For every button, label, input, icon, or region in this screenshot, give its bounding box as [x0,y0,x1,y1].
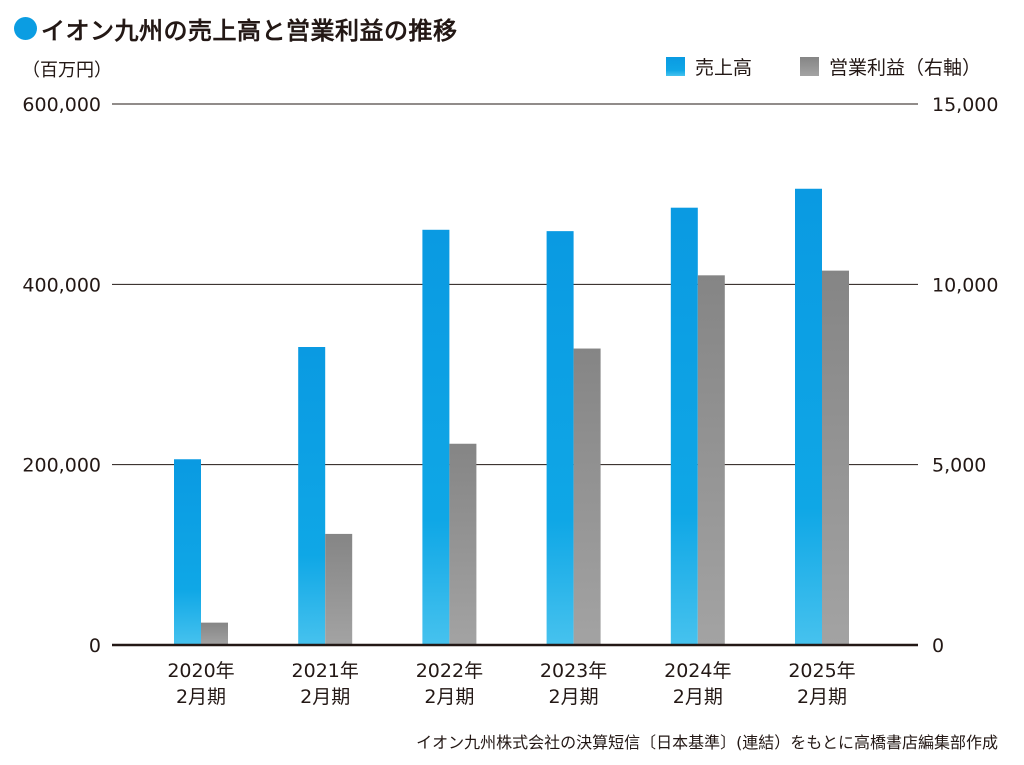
x-axis-tick-label: 2月期 [797,686,847,708]
gridlines [112,103,918,466]
right-axis: 0 5,000 10,000 15,000 [932,94,998,657]
legend-swatch-operating-profit [800,57,819,76]
bar-sales-3 [546,231,574,645]
x-axis-tick-label: 2021年 [292,660,359,682]
chart-title: イオン九州の売上高と営業利益の推移 [41,16,458,45]
x-axis-tick-label: 2022年 [416,660,483,682]
source-note: イオン九州株式会社の決算短信〔日本基準〕(連結）をもとに高橋書店編集部作成 [416,733,998,752]
bar-sales-1 [298,346,326,645]
right-axis-tick-label: 0 [932,635,944,657]
bar-sales-2 [422,229,450,645]
bar-operating-profit-2 [449,443,477,645]
x-axis-tick-label: 2023年 [540,660,607,682]
left-axis-unit-label: （百万円） [22,60,112,81]
bar-operating-profit-0 [201,622,228,645]
left-axis-tick-label: 0 [89,635,101,657]
bar-sales-4 [670,207,698,646]
x-axis-tick-label: 2025年 [788,660,855,682]
x-axis-tick-label: 2月期 [549,686,599,708]
x-axis: 2020年 2月期 2021年 2月期 2022年 2月期 2023年 2月期 2024年 2月期… [167,660,855,708]
left-axis: 0 200,000 400,000 600,000 [22,94,101,657]
x-axis-tick-label: 2020年 [167,660,234,682]
legend-label-sales: 売上高 [695,57,752,79]
title-bullet-icon [14,16,37,40]
x-axis-tick-label: 2月期 [424,686,474,708]
bar-sales-5 [795,188,822,646]
bar-operating-profit-4 [697,275,725,645]
bars [174,188,849,646]
left-axis-tick-label: 600,000 [22,94,101,116]
title-row: イオン九州の売上高と営業利益の推移 [14,10,458,46]
x-axis-tick-label: 2024年 [664,660,731,682]
x-axis-tick-label: 2月期 [673,686,723,708]
legend: 売上高 営業利益（右軸） [666,57,981,79]
bar-operating-profit-5 [822,270,849,645]
right-axis-tick-label: 5,000 [932,455,986,477]
bar-sales-0 [174,459,201,645]
bar-operating-profit-1 [325,533,353,645]
right-axis-tick-label: 10,000 [932,274,998,296]
bar-operating-profit-3 [573,348,601,645]
left-axis-tick-label: 400,000 [22,274,101,296]
x-axis-tick-label: 2月期 [176,686,226,708]
legend-swatch-sales [666,57,685,76]
x-axis-tick-label: 2月期 [300,686,350,708]
right-axis-tick-label: 15,000 [932,94,998,116]
legend-label-operating-profit: 営業利益（右軸） [829,57,981,79]
left-axis-tick-label: 200,000 [22,455,101,477]
